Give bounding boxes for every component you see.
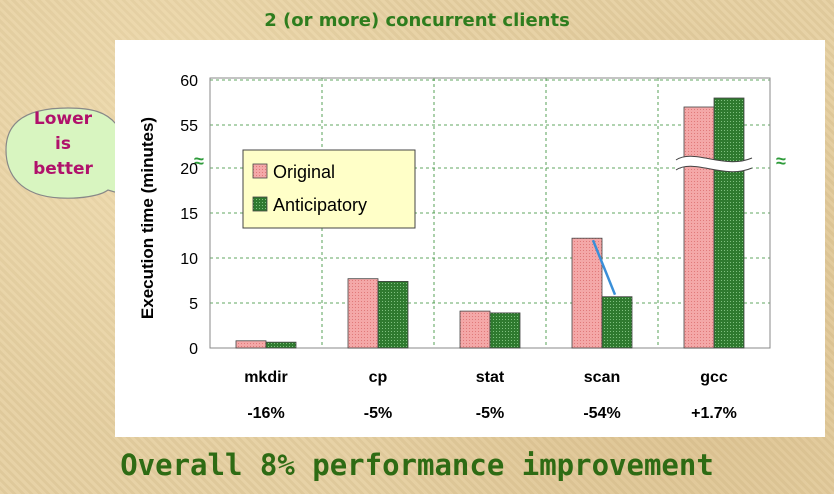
legend: Original Anticipatory — [242, 149, 416, 229]
axis-break-line-top — [675, 155, 753, 163]
y-tick-label: 5 — [189, 296, 198, 313]
chart-panel: ≈ ≈ 0 5 10 15 20 55 60 Execution time (minutes) m… — [115, 40, 825, 437]
axes: 0 5 10 15 20 55 60 Execution time (minutes) mkdi… — [138, 73, 737, 422]
x-category-label: mkdir — [244, 369, 288, 386]
bar-anticipatory-scan — [601, 296, 633, 349]
y-tick-label: 20 — [180, 161, 198, 178]
x-category-label: scan — [584, 369, 620, 386]
axis-break-marker-right: ≈ — [776, 151, 786, 171]
y-tick-label: 15 — [180, 206, 198, 223]
annotations: ≈ ≈ — [194, 151, 786, 296]
bar-original-stat — [459, 310, 491, 349]
change-percent-label: -16% — [247, 405, 284, 422]
bar-original-mkdir — [235, 340, 267, 349]
change-percent-label: -5% — [476, 405, 504, 422]
y-tick-label: 10 — [180, 251, 198, 268]
y-tick-label: 0 — [189, 341, 198, 358]
chart-subtitle: 2 (or more) concurrent clients — [264, 10, 570, 31]
legend-swatch-original — [252, 163, 268, 179]
change-percent-label: +1.7% — [691, 405, 737, 422]
scan-reduction-line — [591, 239, 617, 296]
change-percent-label: -54% — [583, 405, 620, 422]
axis-break-line-bottom — [675, 165, 753, 173]
legend-label-original: Original — [273, 162, 335, 182]
bar-original-gcc — [683, 106, 715, 349]
legend-box — [242, 149, 416, 229]
y-tick-label: 60 — [180, 73, 198, 90]
x-category-label: gcc — [700, 369, 728, 386]
bars — [235, 97, 745, 349]
bar-anticipatory-mkdir — [265, 341, 297, 349]
change-percent-label: -5% — [364, 405, 392, 422]
bar-original-cp — [347, 278, 379, 349]
legend-label-anticipatory: Anticipatory — [273, 195, 367, 215]
bar-anticipatory-stat — [489, 312, 521, 349]
axis-break-marker-left: ≈ — [194, 151, 204, 171]
axis-break-gap — [676, 156, 752, 172]
x-category-label: stat — [476, 369, 505, 386]
bar-anticipatory-gcc — [713, 97, 745, 349]
bar-original-scan — [571, 237, 603, 349]
y-tick-label: 55 — [180, 118, 198, 135]
callout-line-1: Lower — [33, 109, 93, 129]
bar-anticipatory-cp — [377, 280, 409, 349]
legend-swatch-anticipatory — [252, 196, 268, 212]
callout-line-3: better — [33, 159, 93, 179]
y-axis-label: Execution time (minutes) — [138, 117, 157, 319]
x-category-label: cp — [369, 369, 388, 386]
callout-line-2: is — [55, 134, 71, 154]
headline: Overall 8% performance improvement — [120, 448, 714, 482]
callout-text: Lower is better — [8, 107, 118, 182]
